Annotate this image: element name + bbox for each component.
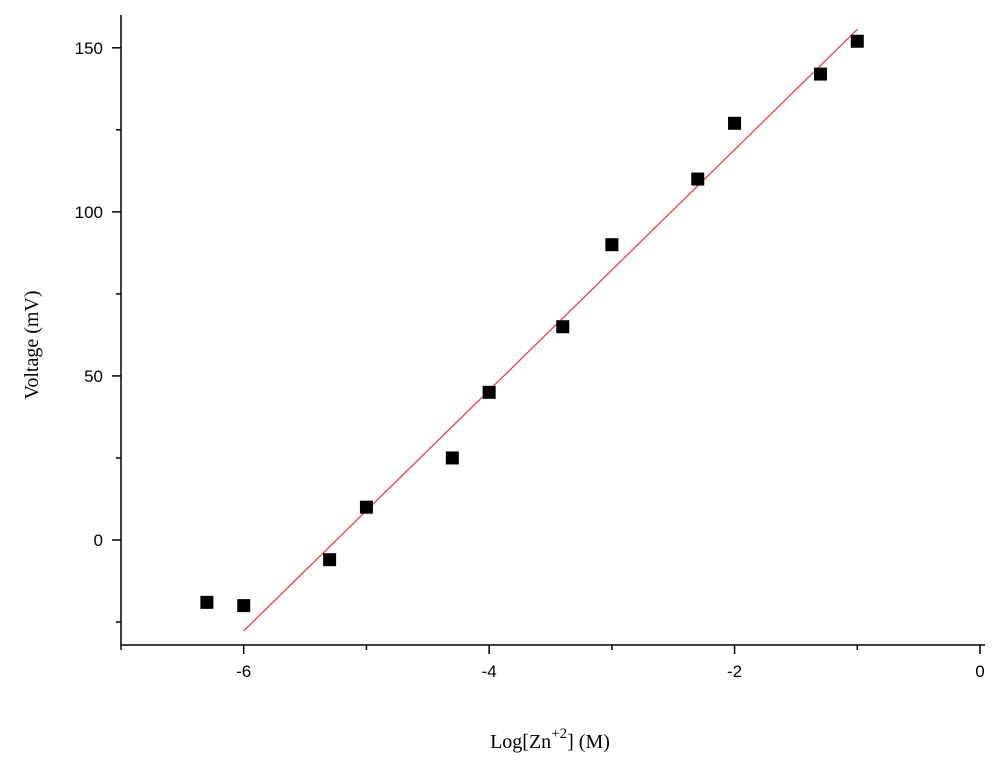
x-label-part: ] (M) [567, 731, 610, 753]
data-point [237, 599, 251, 613]
data-point [605, 238, 619, 252]
x-tick-label: 0 [975, 662, 984, 681]
data-point [482, 385, 496, 399]
data-point [359, 500, 373, 514]
data-point [850, 34, 864, 48]
y-tick-label: 150 [75, 39, 103, 58]
data-point [556, 320, 570, 334]
x-label-superscript: +2 [551, 726, 567, 742]
data-point [691, 172, 705, 186]
x-tick-label: -6 [236, 662, 251, 681]
data-point [728, 116, 742, 130]
y-tick-label: 0 [94, 531, 103, 550]
x-label-part: Log[Zn [490, 731, 551, 753]
x-tick-label: -2 [727, 662, 742, 681]
y-tick-label: 100 [75, 203, 103, 222]
y-tick-label: 50 [84, 367, 103, 386]
data-point [323, 553, 337, 567]
data-point [813, 67, 827, 81]
fit-line [243, 28, 858, 632]
data-point [200, 595, 214, 609]
x-tick-label: -4 [482, 662, 497, 681]
data-point [445, 451, 459, 465]
x-axis-label: Log[Zn+2] (M) [490, 726, 610, 753]
y-axis-label: Voltage (mV) [21, 290, 43, 399]
